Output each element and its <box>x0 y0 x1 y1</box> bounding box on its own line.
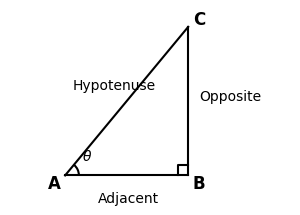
Text: A: A <box>48 175 61 193</box>
Text: Hypotenuse: Hypotenuse <box>72 79 155 93</box>
Text: Opposite: Opposite <box>200 90 262 104</box>
Text: C: C <box>193 11 205 29</box>
Text: Adjacent: Adjacent <box>98 192 159 206</box>
Text: B: B <box>193 175 205 193</box>
Text: θ: θ <box>83 150 92 164</box>
